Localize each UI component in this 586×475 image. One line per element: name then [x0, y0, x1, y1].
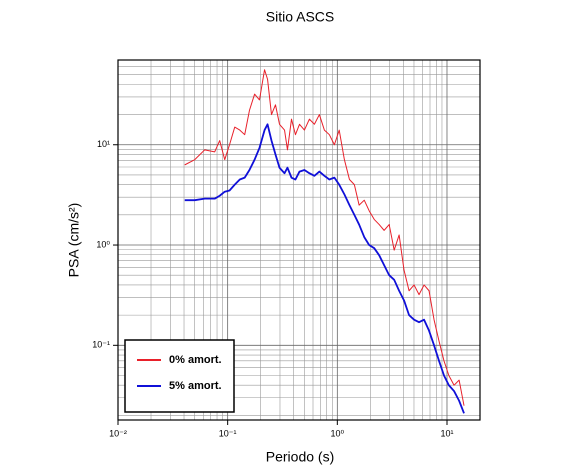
y-tick-label: 10⁻¹ [92, 340, 110, 350]
plot-frame [117, 59, 481, 421]
x-tick-label: 10⁻² [109, 428, 127, 438]
legend-label: 5% amort. [169, 380, 222, 392]
y-axis-label: PSA (cm/s²) [66, 203, 82, 278]
y-tick-label: 10⁰ [96, 239, 110, 249]
x-tick-label: 10¹ [440, 428, 453, 438]
legend-label: 0% amort. [169, 354, 222, 366]
series-line [184, 69, 465, 406]
y-tick-label: 10¹ [97, 139, 110, 149]
legend-box [124, 339, 235, 413]
x-tick-label: 10⁰ [331, 428, 345, 438]
series-line [184, 123, 465, 414]
chart-title: Sitio ASCS [266, 9, 334, 25]
x-axis-label: Periodo (s) [266, 449, 334, 465]
x-tick-label: 10⁻¹ [219, 428, 237, 438]
